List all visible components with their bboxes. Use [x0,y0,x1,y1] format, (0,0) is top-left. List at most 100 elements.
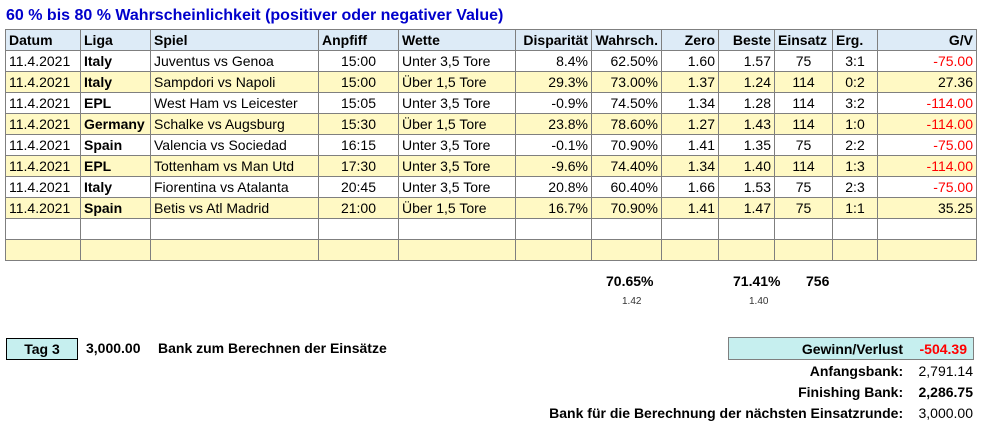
cell-spiel[interactable] [150,239,319,261]
cell-spiel[interactable]: Fiorentina vs Atalanta [150,176,319,198]
cell-zero[interactable] [661,218,719,240]
cell-disparitaet[interactable] [515,218,592,240]
cell-einsatz[interactable]: 114 [774,71,833,93]
cell-beste[interactable]: 1.53 [718,176,775,198]
cell-liga[interactable]: Germany [80,113,151,135]
cell-wette[interactable]: Unter 3,5 Tore [398,134,516,156]
cell-anpfiff[interactable]: 20:45 [318,176,399,198]
col-header-einsatz[interactable]: Einsatz [774,29,833,51]
cell-disparitaet[interactable]: -9.6% [515,155,592,177]
cell-disparitaet[interactable]: -0.1% [515,134,592,156]
finish-bank-value[interactable]: 2,286.75 [918,384,974,400]
cell-wahrsch[interactable]: 70.90% [591,197,662,219]
cell-wahrsch[interactable] [591,218,662,240]
cell-anpfiff[interactable]: 15:05 [318,92,399,114]
cell-einsatz[interactable]: 75 [774,134,833,156]
cell-zero[interactable] [661,239,719,261]
cell-gv[interactable]: -114.00 [877,92,977,114]
cell-wahrsch[interactable]: 70.90% [591,134,662,156]
cell-liga[interactable]: Italy [80,50,151,72]
cell-einsatz[interactable] [774,239,833,261]
cell-wahrsch[interactable]: 60.40% [591,176,662,198]
cell-wahrsch[interactable]: 74.50% [591,92,662,114]
cell-erg[interactable]: 1:0 [832,113,878,135]
cell-beste[interactable]: 1.57 [718,50,775,72]
cell-gv[interactable]: -75.00 [877,176,977,198]
day-tag[interactable]: Tag 3 [6,338,78,360]
cell-datum[interactable]: 11.4.2021 [5,92,81,114]
cell-beste[interactable]: 1.43 [718,113,775,135]
cell-spiel[interactable]: Betis vs Atl Madrid [150,197,319,219]
cell-beste[interactable]: 1.47 [718,197,775,219]
cell-datum[interactable]: 11.4.2021 [5,176,81,198]
col-header-disparitaet[interactable]: Disparität [515,29,592,51]
cell-spiel[interactable] [150,218,319,240]
cell-gv[interactable]: -75.00 [877,134,977,156]
col-header-gv[interactable]: G/V [877,29,977,51]
cell-erg[interactable]: 2:3 [832,176,878,198]
cell-gv[interactable] [877,218,977,240]
cell-beste[interactable]: 1.28 [718,92,775,114]
col-header-anpfiff[interactable]: Anpfiff [318,29,399,51]
cell-gv[interactable] [877,239,977,261]
cell-disparitaet[interactable]: 20.8% [515,176,592,198]
cell-wette[interactable] [398,218,516,240]
cell-erg[interactable]: 3:2 [832,92,878,114]
cell-datum[interactable]: 11.4.2021 [5,50,81,72]
cell-anpfiff[interactable]: 15:30 [318,113,399,135]
cell-wahrsch[interactable] [591,239,662,261]
cell-disparitaet[interactable]: 29.3% [515,71,592,93]
cell-anpfiff[interactable] [318,239,399,261]
cell-liga[interactable]: Spain [80,197,151,219]
col-header-wahrsch[interactable]: Wahrsch. [591,29,662,51]
cell-liga[interactable]: Italy [80,176,151,198]
cell-wahrsch[interactable]: 78.60% [591,113,662,135]
cell-wahrsch[interactable]: 73.00% [591,71,662,93]
cell-disparitaet[interactable] [515,239,592,261]
cell-datum[interactable]: 11.4.2021 [5,113,81,135]
cell-liga[interactable] [80,239,151,261]
col-header-wette[interactable]: Wette [398,29,516,51]
cell-erg[interactable]: 0:2 [832,71,878,93]
cell-einsatz[interactable]: 75 [774,197,833,219]
col-header-zero[interactable]: Zero [661,29,719,51]
cell-wette[interactable]: Unter 3,5 Tore [398,155,516,177]
cell-spiel[interactable]: Valencia vs Sociedad [150,134,319,156]
cell-datum[interactable]: 11.4.2021 [5,134,81,156]
cell-gv[interactable]: 27.36 [877,71,977,93]
col-header-datum[interactable]: Datum [5,29,81,51]
cell-beste[interactable] [718,239,775,261]
cell-anpfiff[interactable]: 21:00 [318,197,399,219]
cell-einsatz[interactable]: 75 [774,176,833,198]
cell-zero[interactable]: 1.66 [661,176,719,198]
cell-erg[interactable]: 2:2 [832,134,878,156]
cell-gv[interactable]: -75.00 [877,50,977,72]
col-header-beste[interactable]: Beste [718,29,775,51]
cell-disparitaet[interactable]: -0.9% [515,92,592,114]
cell-anpfiff[interactable] [318,218,399,240]
cell-liga[interactable]: Spain [80,134,151,156]
cell-einsatz[interactable]: 114 [774,113,833,135]
cell-anpfiff[interactable]: 15:00 [318,71,399,93]
cell-einsatz[interactable]: 114 [774,92,833,114]
cell-spiel[interactable]: Sampdori vs Napoli [150,71,319,93]
cell-erg[interactable] [832,239,878,261]
cell-wette[interactable]: Über 1,5 Tore [398,197,516,219]
cell-zero[interactable]: 1.60 [661,50,719,72]
cell-beste[interactable]: 1.24 [718,71,775,93]
cell-erg[interactable]: 1:3 [832,155,878,177]
cell-anpfiff[interactable]: 15:00 [318,50,399,72]
cell-datum[interactable]: 11.4.2021 [5,71,81,93]
cell-einsatz[interactable] [774,218,833,240]
cell-spiel[interactable]: Juventus vs Genoa [150,50,319,72]
cell-zero[interactable]: 1.34 [661,155,719,177]
cell-anpfiff[interactable]: 16:15 [318,134,399,156]
next-bank-value[interactable]: 3,000.00 [918,405,974,421]
cell-gv[interactable]: -114.00 [877,155,977,177]
cell-wahrsch[interactable]: 74.40% [591,155,662,177]
cell-spiel[interactable]: West Ham vs Leicester [150,92,319,114]
cell-liga[interactable]: Italy [80,71,151,93]
cell-zero[interactable]: 1.34 [661,92,719,114]
profit-loss-box[interactable]: Gewinn/Verlust -504.39 [728,337,974,360]
col-header-spiel[interactable]: Spiel [150,29,319,51]
